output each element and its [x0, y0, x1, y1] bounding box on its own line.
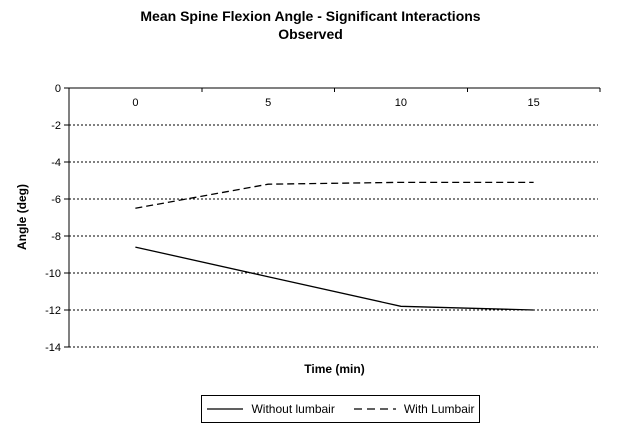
- legend-label-without-lumbair: Without lumbair: [251, 402, 335, 416]
- x-tick-label: 5: [265, 97, 271, 109]
- chart-title: Mean Spine Flexion Angle - Significant I…: [140, 8, 481, 43]
- x-tick-label: 15: [528, 97, 540, 109]
- legend-item-without-lumbair: Without lumbair: [206, 402, 335, 416]
- y-tick-label: -14: [45, 342, 61, 354]
- x-tick-label: 10: [395, 97, 407, 109]
- legend-dashed-line-icon: [353, 408, 396, 410]
- y-tick-label: -12: [45, 305, 61, 317]
- y-tick-label: -10: [45, 268, 61, 280]
- legend-item-with-lumbair: With Lumbair: [353, 402, 475, 416]
- legend-solid-line-icon: [207, 408, 244, 410]
- y-tick-label: -2: [51, 120, 61, 132]
- y-tick-label: 0: [55, 83, 61, 95]
- legend-label-with-lumbair: With Lumbair: [403, 402, 475, 416]
- y-tick-label: -4: [51, 157, 61, 169]
- y-tick-label: -6: [51, 194, 61, 206]
- y-tick-label: -8: [51, 231, 61, 243]
- x-tick-label: 0: [132, 97, 138, 109]
- x-axis-title: Time (min): [304, 362, 365, 376]
- series-line-without-lumbair: [135, 246, 534, 311]
- series-line-with-lumbair: [135, 181, 534, 209]
- legend: Without lumbair With Lumbair: [201, 395, 480, 423]
